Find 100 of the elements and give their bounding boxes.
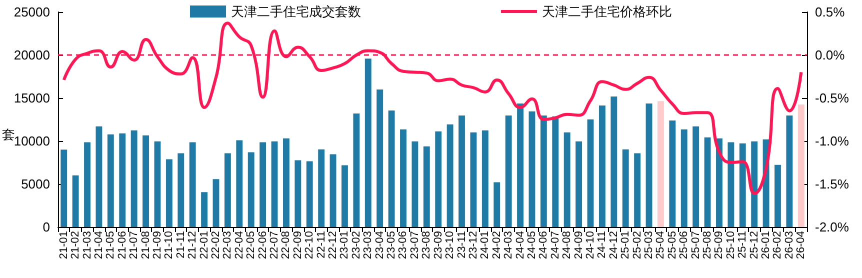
y-axis-title: 套 — [2, 127, 15, 142]
x-tick-label: 23-01 — [338, 231, 351, 260]
bar — [576, 141, 582, 227]
x-tick-label: 22-07 — [268, 231, 281, 260]
bar — [318, 149, 325, 227]
bar — [704, 137, 711, 227]
x-tick-label: 21-11 — [174, 231, 187, 258]
x-tick-label: 23-03 — [362, 231, 374, 260]
x-tick-label: 21-05 — [104, 231, 117, 260]
x-tick-label: 26-02 — [772, 231, 784, 260]
x-tick-label: 24-12 — [608, 231, 620, 260]
x-tick-label: 21-10 — [163, 231, 176, 260]
x-tick-label: 22-05 — [245, 231, 258, 260]
bar — [142, 135, 149, 227]
bar — [178, 153, 184, 227]
x-tick-label: 23-10 — [444, 231, 456, 260]
x-tick-label: 26-01 — [760, 231, 772, 260]
x-tick-label: 21-02 — [70, 231, 82, 260]
x-tick-label: 23-12 — [467, 231, 480, 260]
x-tick-label: 22-06 — [256, 231, 269, 260]
bar — [388, 110, 395, 227]
x-tick-label: 24-02 — [490, 231, 503, 260]
bar — [84, 142, 90, 227]
bar — [528, 111, 536, 227]
bar — [236, 140, 243, 227]
x-tick-label: 21-09 — [151, 231, 164, 260]
y-tick-label: 10000 — [14, 134, 50, 148]
x-tick-label: 23-08 — [420, 231, 433, 260]
x-tick-label: 25-08 — [702, 231, 714, 260]
bar — [96, 126, 102, 227]
x-tick-label: 21-07 — [128, 231, 140, 260]
x-tick-label: 22-11 — [315, 231, 328, 258]
y2-tick-label: -1.5% — [815, 176, 850, 192]
bar — [786, 115, 793, 227]
y-tick-label: 20000 — [14, 48, 50, 62]
bar — [446, 124, 454, 227]
x-tick-label: 25-03 — [643, 231, 656, 260]
x-tick-label: 21-01 — [58, 231, 70, 260]
bar — [306, 161, 313, 227]
x-tick-label: 26-04 — [795, 231, 808, 260]
bar — [119, 133, 126, 227]
x-tick-label: 25-10 — [724, 231, 737, 260]
x-tick-label: 24-04 — [514, 231, 526, 260]
line-series — [62, 22, 803, 195]
x-tick-label: 24-05 — [526, 231, 538, 260]
bar — [294, 160, 302, 227]
bar — [634, 153, 641, 227]
x-tick-label: 22-10 — [304, 231, 316, 260]
bar — [224, 153, 231, 227]
bar — [739, 143, 746, 227]
bar — [774, 164, 781, 227]
bar — [494, 182, 500, 227]
x-tick-label: 24-06 — [538, 231, 550, 260]
bar — [400, 129, 406, 227]
x-tick-label: 21-06 — [116, 231, 128, 260]
bar — [435, 131, 442, 227]
bar — [798, 104, 804, 227]
bar — [342, 165, 348, 227]
bar — [154, 141, 161, 227]
x-tick-label: 25-11 — [736, 231, 749, 258]
x-tick-label: 24-01 — [479, 231, 492, 260]
bar — [260, 142, 266, 227]
bar — [470, 132, 477, 227]
x-tick-label: 21-08 — [140, 231, 152, 260]
x-tick-label: 22-02 — [210, 231, 222, 260]
x-tick-label: 24-03 — [502, 231, 515, 260]
bar — [657, 101, 664, 227]
x-tick-label: 23-07 — [408, 231, 421, 260]
y2-tick-label: -2.0% — [815, 220, 850, 234]
bar — [669, 120, 676, 227]
bar — [540, 115, 547, 227]
bar — [72, 175, 79, 227]
bar — [412, 141, 418, 227]
bar — [564, 132, 570, 227]
x-tick-label: 22-09 — [292, 231, 304, 260]
bar — [646, 104, 652, 227]
x-tick-label: 25-01 — [620, 231, 632, 260]
x-tick-label: 25-04 — [654, 231, 667, 260]
x-tick-label: 25-09 — [713, 231, 726, 260]
legend-label: 天津二手住宅价格环比 — [542, 4, 672, 19]
bar — [353, 113, 360, 227]
bar — [482, 130, 488, 227]
x-tick-label: 22-08 — [280, 231, 292, 260]
x-tick-label: 21-04 — [92, 231, 105, 260]
bar — [166, 159, 172, 227]
y-tick-label: 15000 — [14, 90, 50, 106]
x-tick-label: 25-06 — [678, 231, 690, 260]
bar — [201, 192, 208, 227]
x-tick-label: 25-12 — [748, 231, 760, 260]
x-tick-label: 22-03 — [222, 231, 234, 260]
bar — [60, 150, 68, 227]
y2-tick-label: 0.5% — [815, 4, 846, 20]
y-tick-label: 25000 — [14, 4, 50, 20]
bar — [680, 129, 688, 227]
x-tick-label: 25-07 — [690, 231, 702, 260]
x-tick-label: 21-03 — [81, 231, 94, 260]
x-tick-label: 23-05 — [386, 231, 398, 260]
bar — [376, 89, 384, 227]
x-tick-label: 22-04 — [233, 231, 246, 260]
x-tick-label: 23-06 — [397, 231, 410, 260]
